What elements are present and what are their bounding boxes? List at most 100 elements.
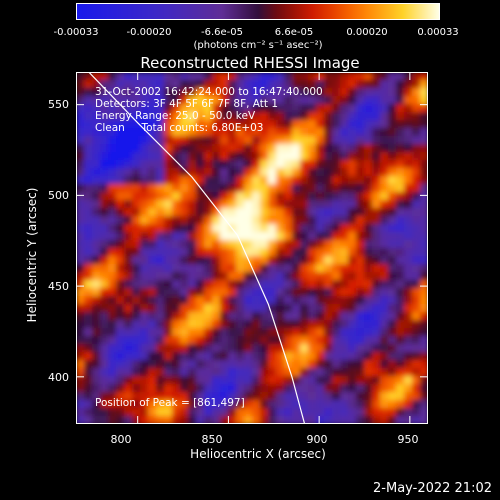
heatmap-cell [380,176,389,185]
heatmap-cell [332,392,341,401]
heatmap-cell [220,280,229,289]
heatmap-cell [204,136,213,145]
heatmap-cell [364,384,373,393]
heatmap-cell [92,200,101,209]
heatmap-cell [348,312,357,321]
heatmap-cell [180,168,189,177]
heatmap-cell [212,336,221,345]
heatmap-cell [276,296,285,305]
heatmap-cell [172,128,181,137]
heatmap-cell [356,272,365,281]
heatmap-cell [404,112,413,121]
heatmap-cell [420,376,428,385]
heatmap-cell [228,408,237,417]
heatmap-cell [188,224,197,233]
heatmap-cell [420,144,428,153]
heatmap-cell [340,152,349,161]
heatmap-cell [220,384,229,393]
heatmap-cell [412,208,421,217]
x-tick-label: 900 [306,433,328,446]
heatmap-cell [228,320,237,329]
heatmap-cell [388,80,397,89]
heatmap-cell [124,336,133,345]
heatmap-cell [268,112,277,121]
heatmap-cell [308,248,317,257]
heatmap-cell [164,400,173,409]
heatmap-cell [92,176,101,185]
heatmap-cell [108,144,117,153]
heatmap-cell [204,336,213,345]
heatmap-cell [292,152,301,161]
heatmap-cell [220,216,229,225]
heatmap-cell [220,400,229,409]
heatmap-cell [156,232,165,241]
heatmap-cell [140,280,149,289]
heatmap-cell [212,384,221,393]
heatmap-cell [228,368,237,377]
heatmap-cell [196,240,205,249]
heatmap-cell [292,136,301,145]
heatmap-cell [260,208,269,217]
heatmap-cell [204,344,213,353]
heatmap-cell [396,368,405,377]
heatmap-cell [356,288,365,297]
heatmap-cell [412,184,421,193]
heatmap-cell [300,200,309,209]
heatmap-cell [164,104,173,113]
heatmap-cell [156,280,165,289]
heatmap-cell [412,96,421,105]
heatmap-cell [244,264,253,273]
heatmap-cell [220,96,229,105]
heatmap-cell [348,152,357,161]
heatmap-cell [252,72,261,81]
heatmap-cell [316,88,325,97]
heatmap-cell [196,280,205,289]
heatmap-cell [180,256,189,265]
heatmap-cell [300,328,309,337]
heatmap-cell [420,400,428,409]
heatmap-cell [204,96,213,105]
heatmap-cell [308,208,317,217]
heatmap-cell [100,400,109,409]
heatmap-cell [420,224,428,233]
heatmap-cell [100,304,109,313]
heatmap-cell [100,184,109,193]
heatmap-cell [100,104,109,113]
heatmap-cell [172,192,181,201]
heatmap-cell [108,88,117,97]
heatmap-cell [284,120,293,129]
heatmap-cell [108,80,117,89]
heatmap-cell [244,144,253,153]
heatmap-cell [340,208,349,217]
heatmap-cell [396,200,405,209]
heatmap-cell [308,312,317,321]
heatmap-cell [308,216,317,225]
heatmap-cell [348,80,357,89]
heatmap-cell [412,328,421,337]
heatmap-cell [404,72,413,81]
heatmap-cell [196,192,205,201]
heatmap-cell [268,280,277,289]
heatmap-cell [268,408,277,417]
heatmap-cell [84,184,93,193]
heatmap-cell [212,160,221,169]
heatmap-cell [140,160,149,169]
heatmap-cell [388,256,397,265]
heatmap-cell [100,416,109,424]
heatmap-cell [124,368,133,377]
heatmap-cell [124,144,133,153]
heatmap-cell [268,272,277,281]
heatmap-cell [372,320,381,329]
heatmap-cell [212,168,221,177]
heatmap-cell [164,304,173,313]
heatmap-cell [308,168,317,177]
heatmap-cell [356,192,365,201]
heatmap-cell [164,72,173,81]
heatmap-cell [300,264,309,273]
heatmap-cell [420,184,428,193]
heatmap-cell [340,288,349,297]
heatmap-cell [260,240,269,249]
heatmap-cell [292,184,301,193]
heatmap-cell [300,112,309,121]
heatmap-cell [140,296,149,305]
